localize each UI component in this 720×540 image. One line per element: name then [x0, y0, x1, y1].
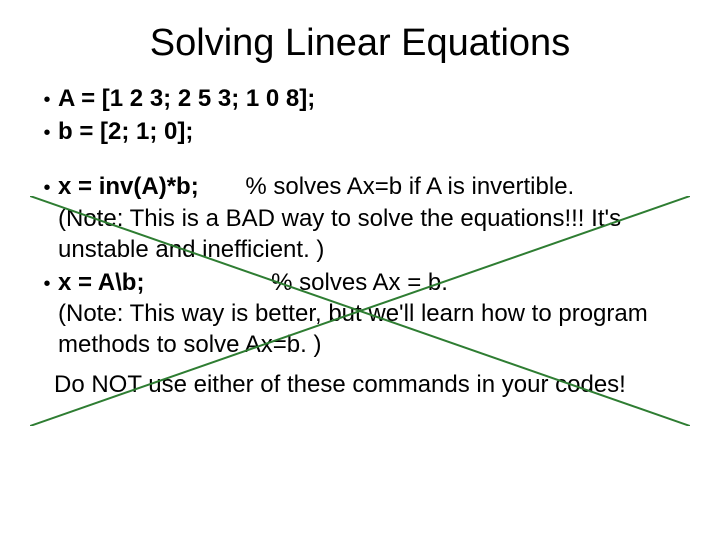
comment-text: % solves Ax=b if A is invertible. — [245, 173, 574, 200]
comment-text: % solves Ax = b. — [271, 269, 448, 296]
footer-note: Do NOT use either of these commands in y… — [0, 363, 720, 400]
content-block: • A = [1 2 3; 2 5 3; 1 0 8]; • b = [2; 1… — [0, 65, 720, 361]
bullet-a: • A = [1 2 3; 2 5 3; 1 0 8]; — [36, 83, 684, 114]
bullet-text: x = inv(A)*b; % solves Ax=b if A is inve… — [58, 171, 684, 265]
bullet-b: • b = [2; 1; 0]; — [36, 116, 684, 147]
note-text: (Note: This way is better, but we'll lea… — [58, 300, 648, 358]
bullet-dot: • — [36, 83, 58, 113]
bullet-c: • x = inv(A)*b; % solves Ax=b if A is in… — [36, 171, 684, 265]
bullet-text: A = [1 2 3; 2 5 3; 1 0 8]; — [58, 83, 684, 114]
bullet-text: x = A\b; % solves Ax = b. (Note: This wa… — [58, 267, 684, 361]
spacer — [36, 149, 684, 171]
bullet-text: b = [2; 1; 0]; — [58, 116, 684, 147]
bullet-dot: • — [36, 116, 58, 146]
cmd-text: x = A\b; — [58, 269, 144, 296]
bullet-dot: • — [36, 171, 58, 201]
bullet-d: • x = A\b; % solves Ax = b. (Note: This … — [36, 267, 684, 361]
note-text: (Note: This is a BAD way to solve the eq… — [58, 205, 621, 263]
bullet-dot: • — [36, 267, 58, 297]
slide: Solving Linear Equations • A = [1 2 3; 2… — [0, 0, 720, 540]
page-title: Solving Linear Equations — [0, 0, 720, 65]
cmd-text: x = inv(A)*b; — [58, 173, 199, 200]
